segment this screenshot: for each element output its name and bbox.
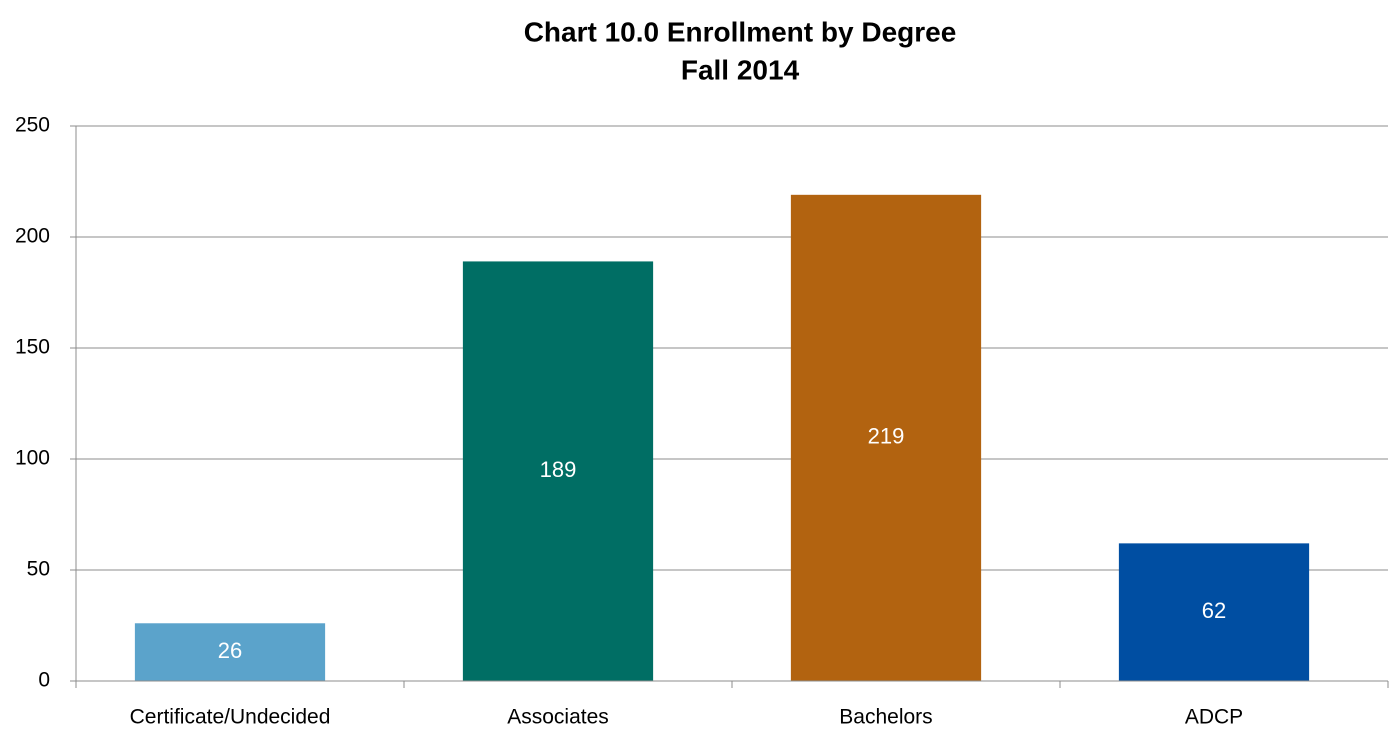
x-tick-label: Certificate/Undecided — [130, 706, 331, 729]
y-tick-label: 50 — [27, 558, 50, 581]
bar — [134, 623, 326, 681]
y-tick-label: 250 — [15, 114, 50, 137]
chart-title: Chart 10.0 Enrollment by Degree — [524, 16, 957, 47]
chart-subtitle: Fall 2014 — [681, 54, 800, 85]
y-tick-label: 150 — [15, 336, 50, 359]
bar — [790, 194, 982, 681]
value-label: 189 — [540, 457, 577, 482]
y-tick-label: 200 — [15, 225, 50, 248]
y-tick-label: 100 — [15, 447, 50, 470]
value-label: 26 — [218, 638, 242, 663]
y-tick-label: 0 — [38, 669, 50, 692]
x-tick-label: Bachelors — [839, 706, 932, 729]
x-tick-label: Associates — [507, 706, 609, 729]
value-label: 62 — [1202, 598, 1226, 623]
value-label: 219 — [868, 424, 905, 449]
bar — [462, 261, 654, 681]
bar — [1118, 543, 1310, 681]
x-tick-label: ADCP — [1185, 706, 1243, 729]
